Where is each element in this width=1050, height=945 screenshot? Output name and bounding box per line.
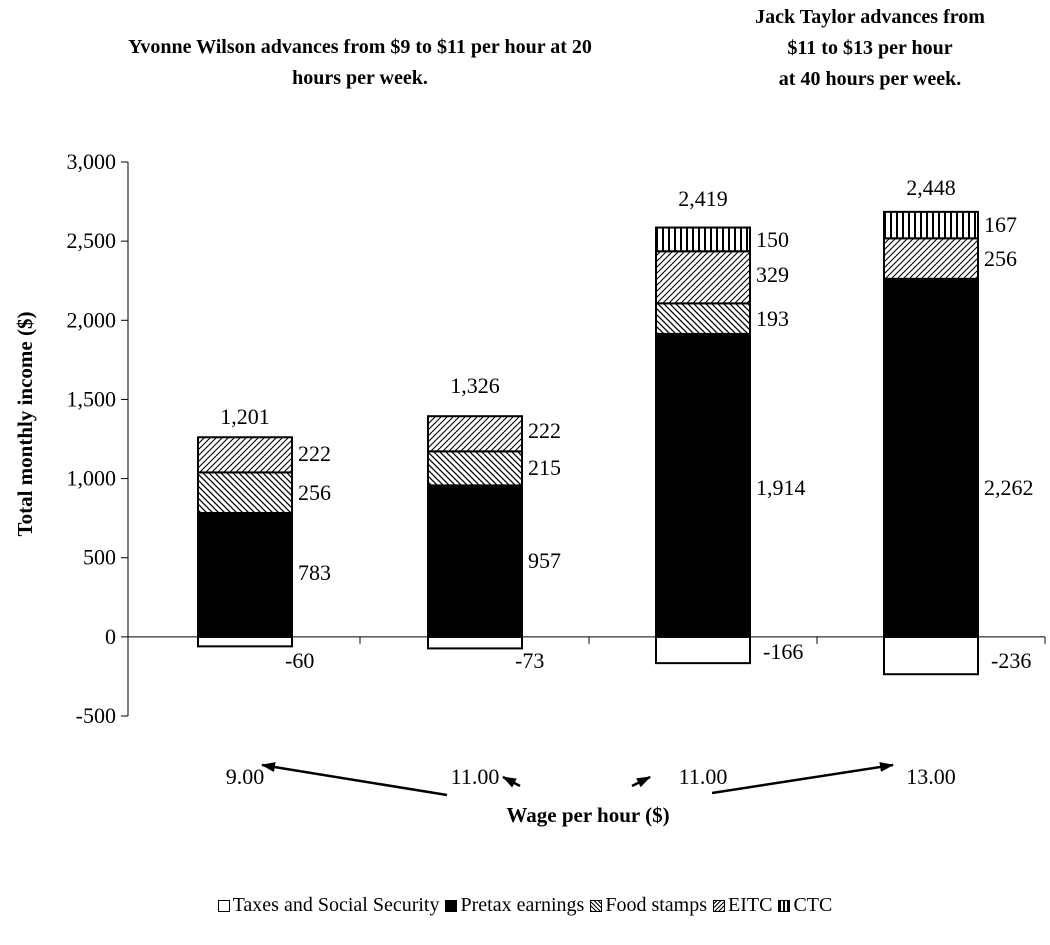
data-label: -236 [991, 648, 1031, 673]
legend-label: Taxes and Social Security [232, 893, 440, 916]
axes: -500 0 500 1,000 1,500 2,000 2,500 3,000 9.00 11.… [13, 149, 1046, 827]
data-label: 215 [528, 455, 561, 480]
x-tick-label: 11.00 [451, 764, 500, 789]
data-label: -60 [285, 648, 314, 673]
legend-label: Food stamps [605, 893, 708, 916]
y-tick-label: 0 [105, 624, 116, 649]
x-tick-label: 9.00 [226, 764, 265, 789]
arrow [711, 762, 894, 795]
bar-segment [427, 484, 523, 638]
y-tick-label: 500 [83, 545, 116, 570]
data-label: -166 [763, 639, 803, 664]
total-label: 1,326 [450, 373, 500, 398]
data-label: 222 [298, 441, 331, 466]
annotation-jack-taylor-line2: $11 to $13 per hour [787, 37, 953, 59]
arrow [631, 775, 651, 788]
annotation-yvonne-wilson: Yvonne Wilson advances from $9 to $11 pe… [128, 36, 592, 89]
legend-item: Pretax earnings [445, 894, 584, 917]
annotation-jack-taylor: Jack Taylor advances from $11 to $13 per… [700, 2, 1040, 95]
data-label: 783 [298, 560, 331, 585]
legend-swatch [590, 899, 603, 912]
arrow [502, 775, 521, 788]
legend-swatch [778, 899, 791, 912]
total-label: 2,448 [906, 175, 956, 200]
data-label: 957 [528, 548, 561, 573]
legend-swatch [445, 899, 458, 912]
y-tick-label: 3,000 [67, 149, 117, 174]
bar-segment [197, 436, 293, 474]
data-label: 2,262 [984, 475, 1034, 500]
data-label: 1,914 [756, 475, 806, 500]
data-label: 329 [756, 262, 789, 287]
bars [197, 210, 979, 676]
bar-segment [655, 302, 751, 335]
bar-segment [655, 250, 751, 305]
legend-swatch [217, 899, 230, 912]
y-tick-label: 2,000 [67, 307, 117, 332]
data-label: -73 [515, 648, 544, 673]
legend-item: CTC [778, 894, 832, 917]
bar-segment [427, 450, 523, 487]
legend-item: Taxes and Social Security [217, 893, 440, 917]
y-tick-label: 1,500 [67, 386, 117, 411]
legend-swatch [713, 899, 726, 912]
y-tick-label: 1,000 [67, 466, 117, 491]
bar-segment [197, 635, 293, 648]
bar-segment [655, 332, 751, 638]
y-tick-label: 2,500 [67, 228, 117, 253]
annotation-jack-taylor-line1: Jack Taylor advances from [755, 6, 985, 28]
bar-segment [883, 237, 979, 280]
total-label: 2,419 [678, 186, 728, 211]
data-label: 150 [756, 227, 789, 252]
legend-item: EITC [713, 894, 772, 917]
data-label: 256 [984, 246, 1017, 271]
bar-segment [655, 226, 751, 253]
data-label: 222 [528, 418, 561, 443]
bar-segment [883, 277, 979, 638]
data-label: 256 [298, 480, 331, 505]
bar-segment [197, 511, 293, 638]
data-label: 193 [756, 306, 789, 331]
data-labels: -60 783 256 222 1,201 -73 957 215 222 1,326 -166 1,… [220, 175, 1033, 673]
y-axis-title: Total monthly income ($) [13, 312, 37, 537]
bar-segment [427, 415, 523, 453]
x-tick-label: 11.00 [679, 764, 728, 789]
bar-segment [655, 635, 751, 665]
arrows [261, 762, 894, 797]
legend-label: CTC [793, 893, 833, 916]
bar-segment [427, 635, 523, 650]
bar-segment [883, 210, 979, 240]
legend-label: Pretax earnings [460, 893, 585, 916]
annotation-jack-taylor-line3: at 40 hours per week. [778, 68, 962, 90]
legend-item: Food stamps [590, 894, 707, 917]
arrow [261, 762, 448, 797]
x-axis-title: Wage per hour ($) [506, 803, 669, 827]
data-label: 167 [984, 212, 1017, 237]
x-tick-label: 13.00 [906, 764, 956, 789]
y-tick-label: -500 [76, 703, 116, 728]
bar-segment [883, 635, 979, 676]
total-label: 1,201 [220, 404, 270, 429]
legend: Taxes and Social Security Pretax earnings… [0, 893, 1050, 917]
legend-label: EITC [728, 893, 773, 916]
bar-segment [197, 471, 293, 514]
